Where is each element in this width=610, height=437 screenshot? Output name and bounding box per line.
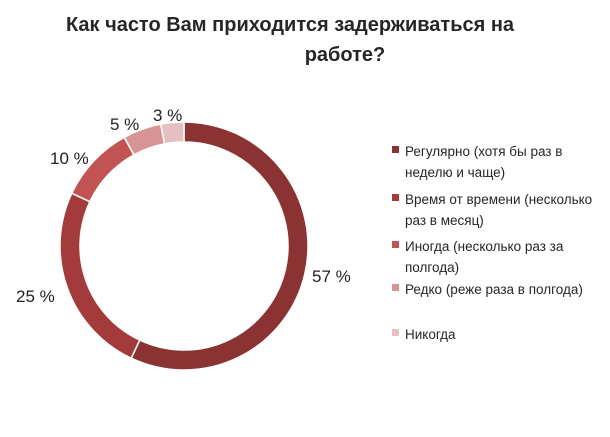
legend-label-5: Никогда [405,327,456,342]
legend-label-2: Время от времени (несколько раз в месяц) [405,192,593,228]
legend-swatch-1 [392,146,399,153]
donut-slice-2 [59,192,141,360]
legend-swatch-4 [392,284,399,291]
donut-slice-3 [70,136,135,203]
donut-data-labels: 57 % 25 % 10 % 5 % 3 % [16,106,351,306]
data-label-2: 25 % [16,287,55,306]
chart-title-line-1: Как часто Вам приходится задерживаться н… [65,14,515,36]
legend-label-3: Иногда (несколько раз за полгода) [405,239,564,275]
legend-swatch-5 [392,329,399,336]
legend-swatch-2 [392,194,399,201]
data-label-1: 57 % [312,267,351,286]
legend-label-4: Редко (реже раза в полгода) [405,282,583,297]
data-label-3: 10 % [50,149,89,168]
chart-title-line-2: работе? [304,44,386,66]
data-label-4: 5 % [110,115,139,134]
donut-slice-1 [130,121,309,371]
donut-slices [59,121,309,371]
donut-slice-5 [159,121,185,145]
data-label-5: 3 % [153,106,182,125]
legend-swatch-3 [392,241,399,248]
legend-label-1: Регулярно (хотя бы раз в неделю и чаще) [405,144,563,180]
chart-title: Как часто Вам приходится задерживаться н… [0,10,610,70]
